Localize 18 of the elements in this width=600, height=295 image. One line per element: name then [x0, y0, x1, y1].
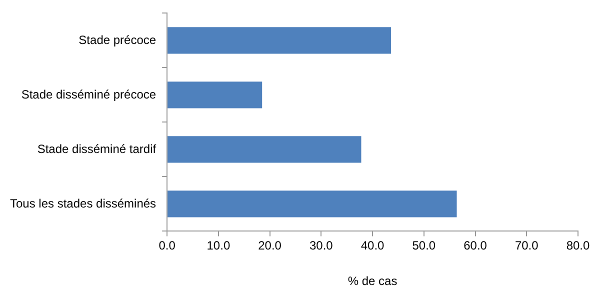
- y-tick-label: Tous les stades disséminés: [10, 196, 156, 210]
- x-tick-label: 70.0: [514, 238, 539, 253]
- y-tick-label: Stade disséminé précoce: [21, 87, 156, 102]
- x-tick-label: 0.0: [158, 238, 176, 253]
- x-tick-label: 20.0: [258, 238, 282, 253]
- bar: [168, 136, 362, 163]
- bar: [168, 190, 457, 218]
- x-tick-label: 10.0: [206, 238, 230, 253]
- x-tick-label: 60.0: [464, 238, 488, 253]
- x-axis-title: % de cas: [348, 274, 398, 288]
- x-tick-label: 30.0: [309, 238, 334, 253]
- x-tick-label: 40.0: [360, 238, 385, 253]
- bar: [168, 82, 262, 108]
- y-tick-label: Stade précoce: [78, 32, 156, 47]
- bar: [168, 27, 392, 54]
- x-tick-label: 80.0: [566, 238, 590, 253]
- x-tick-label: 50.0: [412, 238, 436, 253]
- y-tick-label: Stade disséminé tardif: [37, 142, 157, 156]
